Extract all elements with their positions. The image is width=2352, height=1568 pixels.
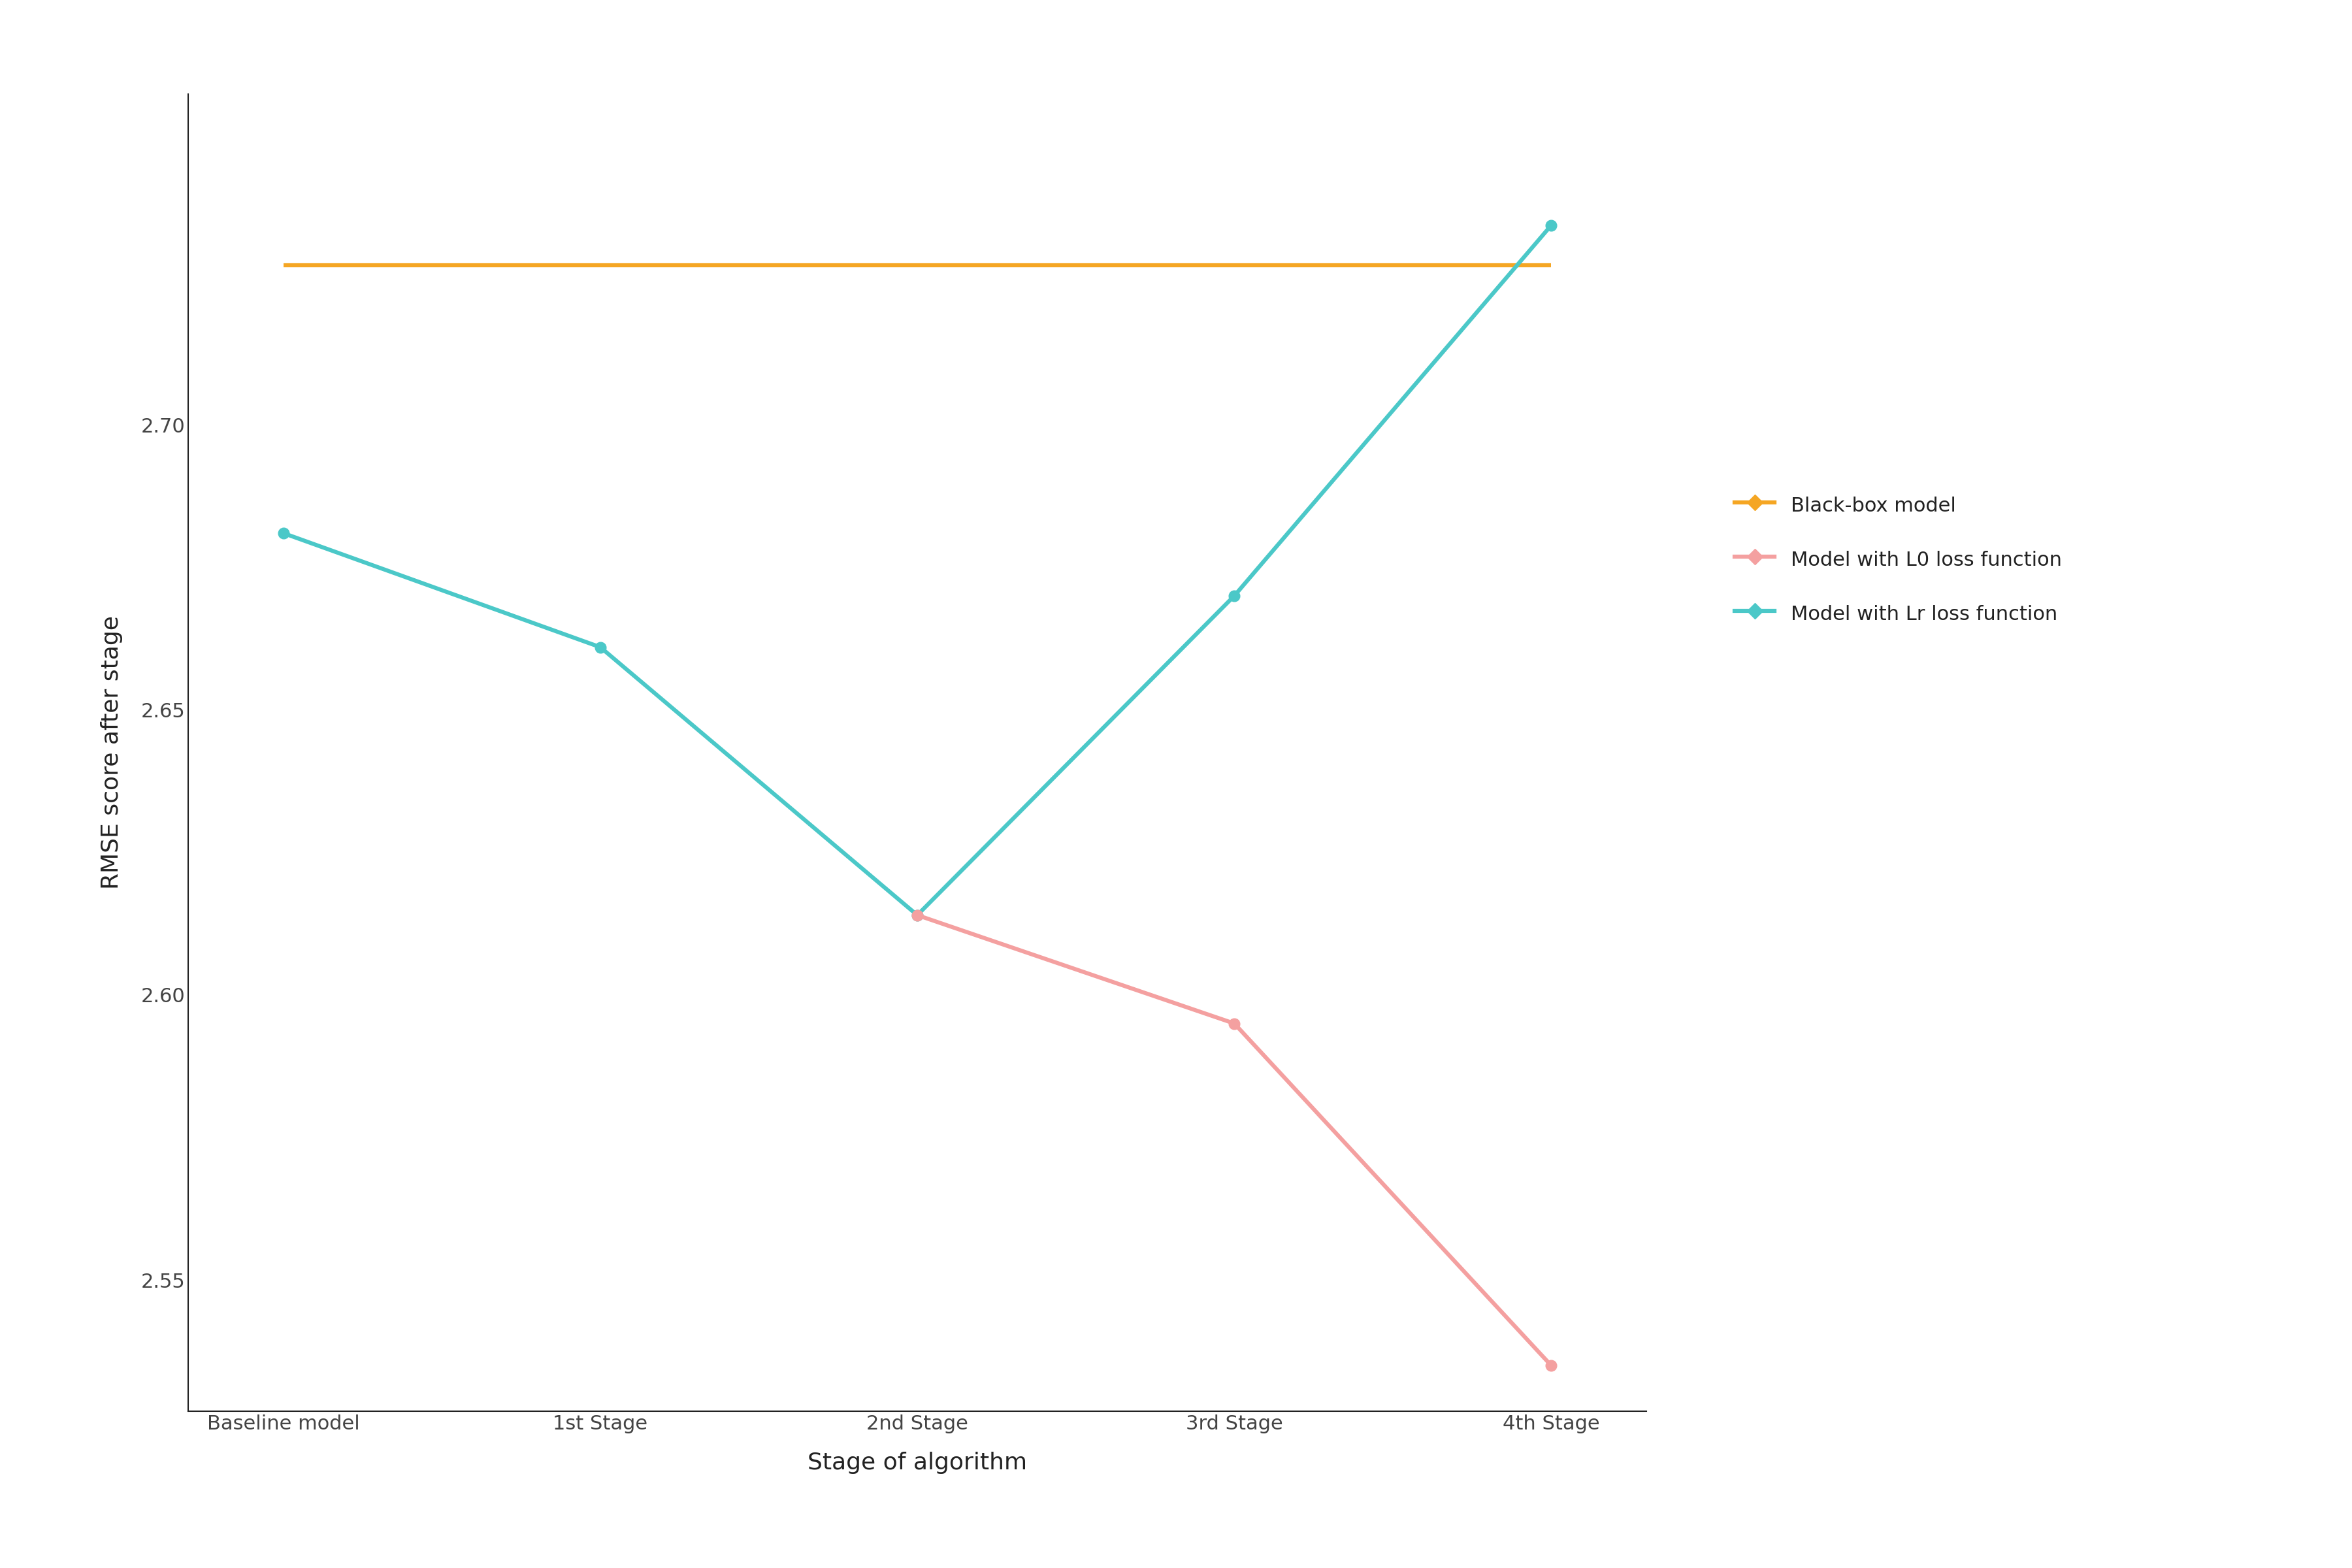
Legend: Black-box model, Model with L0 loss function, Model with Lr loss function: Black-box model, Model with L0 loss func… xyxy=(1715,474,2082,646)
X-axis label: Stage of algorithm: Stage of algorithm xyxy=(807,1452,1028,1474)
Y-axis label: RMSE score after stage: RMSE score after stage xyxy=(101,616,122,889)
